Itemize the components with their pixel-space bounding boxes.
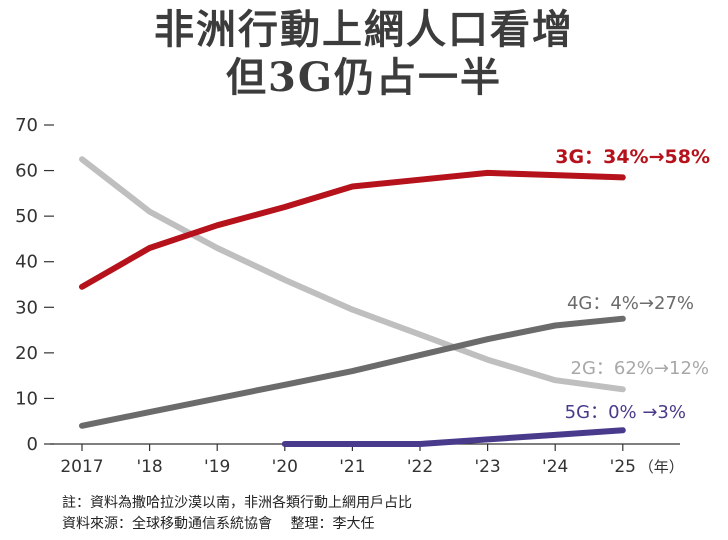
series-label-4g: 4G：4%→27% — [567, 293, 694, 314]
series-line-5g — [281, 427, 626, 447]
y-tick-label: 20 — [15, 343, 38, 364]
x-tick-label: '19 — [204, 457, 230, 477]
series-line-4g — [79, 315, 626, 429]
y-tick-label: 40 — [15, 252, 38, 273]
series-label-2g: 2G：62%→12% — [571, 358, 710, 379]
source-credit: 資料來源：全球移動通信系統協會 整理：李大任 — [62, 516, 375, 532]
y-tick-label: 60 — [15, 161, 38, 182]
y-tick-label: 30 — [15, 297, 38, 318]
x-tick-label: '21 — [339, 457, 365, 477]
y-tick-label: 10 — [15, 388, 38, 409]
footnote: 註：資料為撒哈拉沙漠以南，非洲各類行動上網用戶占比 — [62, 495, 412, 511]
y-tick-label: 70 — [15, 115, 38, 136]
series-line-3g — [79, 169, 626, 290]
series-line-2g — [79, 156, 626, 393]
y-tick-label: 0 — [27, 434, 38, 455]
x-unit-label: （年） — [639, 458, 684, 476]
x-tick-label: 2017 — [60, 457, 103, 477]
x-tick-label: '18 — [136, 457, 162, 477]
x-tick-label: '25 — [610, 457, 636, 477]
chart-title-line-2: 但3G仍占一半 — [226, 54, 502, 101]
chart-title-line-1: 非洲行動上網人口看增 — [154, 6, 574, 53]
x-tick-label: '22 — [407, 457, 433, 477]
series-label-3g: 3G：34%→58% — [555, 146, 710, 168]
x-tick-label: '24 — [542, 457, 568, 477]
series-label-5g: 5G：0% →3% — [565, 402, 686, 423]
x-tick-label: '20 — [272, 457, 298, 477]
x-tick-label: '23 — [474, 457, 500, 477]
y-tick-label: 50 — [15, 206, 38, 227]
